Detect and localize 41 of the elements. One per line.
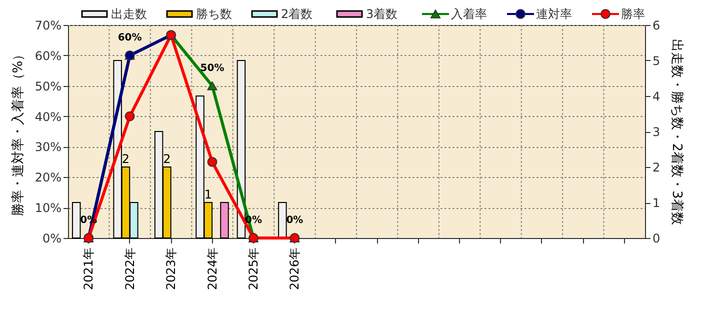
x-tick-label: 2021年 [82, 248, 96, 290]
y-axis-title: 勝率・連対率・入着率（%） [10, 48, 26, 216]
y-tick-label: 30% [34, 140, 62, 154]
x-tick-label: 2026年 [288, 248, 302, 290]
x-tick-label: 2022年 [122, 248, 137, 290]
data-label: 2 [122, 152, 130, 166]
data-label: 1 [204, 188, 212, 202]
y2-tick-label: 2 [652, 160, 660, 174]
y2-tick-label: 3 [652, 125, 660, 139]
y-tick-label: 50% [34, 79, 62, 94]
bar [278, 202, 287, 238]
legend-label: 3着数 [366, 7, 398, 21]
bar [220, 202, 229, 238]
y-tick-label: 40% [34, 110, 62, 124]
legend-label: 出走数 [111, 7, 147, 21]
y-tick-label: 60% [34, 48, 62, 63]
y-tick-label: 70% [34, 18, 62, 32]
data-label: 2 [163, 152, 171, 166]
x-tick-label: 2024年 [205, 248, 220, 290]
y2-tick-label: 0 [652, 232, 660, 246]
y2-tick-label: 4 [652, 90, 660, 104]
y2-tick-label: 5 [652, 54, 660, 68]
point [124, 111, 135, 122]
y2-axis-title: 出走数・勝ち数・2着数・3着数 [669, 39, 686, 225]
bar [72, 202, 81, 238]
x-tick-label: 2025年 [246, 248, 260, 290]
point [207, 156, 218, 167]
legend-label: 2着数 [281, 7, 313, 21]
point [207, 81, 218, 90]
data-label: 50% [200, 62, 224, 74]
data-label: 60% [118, 32, 142, 44]
y2-tick-label: 1 [652, 196, 660, 210]
y-tick-label: 10% [34, 201, 62, 216]
y-tick-label: 20% [34, 170, 62, 185]
legend-label: 連対率 [536, 7, 572, 21]
legend-label: 勝率 [621, 7, 645, 21]
legend-label: 入着率 [451, 7, 487, 21]
y2-tick-label: 6 [652, 18, 660, 32]
y-tick-label: 0% [42, 232, 62, 246]
legend-label: 勝ち数 [196, 7, 232, 21]
x-tick-label: 2023年 [164, 248, 178, 290]
